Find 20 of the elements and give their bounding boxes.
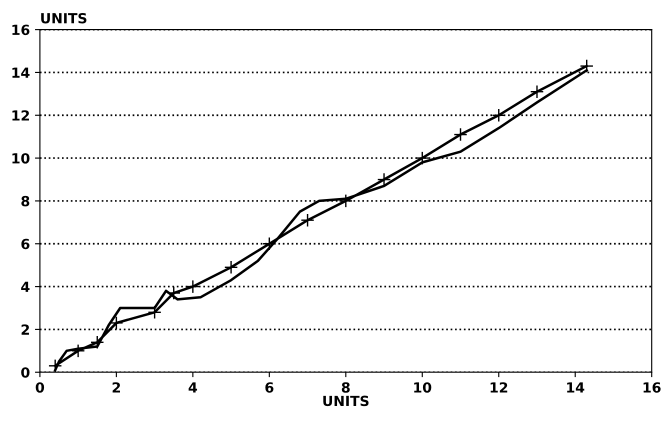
x-tick-label: 10 [414, 382, 432, 393]
y-tick-label: 14 [12, 68, 30, 78]
y-tick-label: 8 [21, 196, 30, 206]
y-tick-label: 0 [21, 367, 30, 378]
x-tick-label: 4 [188, 382, 198, 393]
x-tick-label: 2 [112, 382, 120, 393]
x-axis-title: UNITS [323, 396, 369, 406]
y-tick-label: 16 [12, 24, 30, 36]
x-tick-label: 14 [567, 382, 584, 393]
x-tick-label: 12 [490, 382, 508, 393]
y-tick-label: 6 [21, 238, 30, 250]
x-tick-label: 6 [265, 382, 274, 393]
y-tick-label: 10 [12, 153, 30, 164]
y-tick-label: 4 [21, 282, 30, 292]
x-tick-label: 0 [36, 382, 44, 393]
y-tick-label: 12 [12, 110, 29, 121]
y-tick-label: 2 [22, 324, 29, 335]
y-axis-title: UNITS [41, 12, 86, 24]
x-tick-label: 16 [644, 382, 661, 393]
x-tick-label: 8 [342, 382, 350, 393]
